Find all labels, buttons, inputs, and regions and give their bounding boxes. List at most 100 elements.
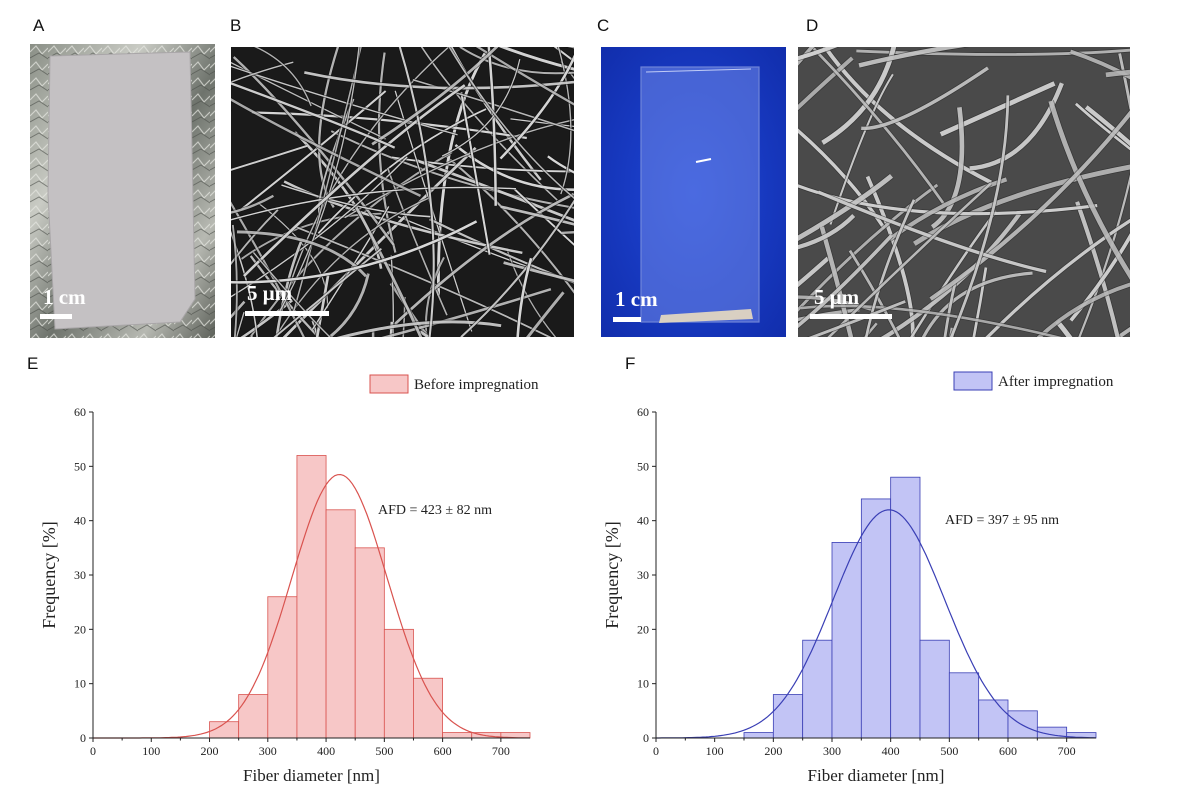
- histogram-bar: [743, 732, 774, 739]
- x-tick-label: 400: [882, 744, 900, 758]
- sem-fiber: [231, 98, 422, 197]
- x-tick-label: 200: [764, 744, 782, 758]
- sem-fiber: [283, 47, 449, 304]
- x-tick-label: 300: [259, 744, 277, 758]
- sem-fiber: [294, 225, 552, 337]
- y-axis-label: Frequency [%]: [39, 521, 59, 628]
- sem-fiber: [1069, 49, 1130, 80]
- sem-fiber: [921, 271, 1033, 337]
- sem-fiber: [318, 98, 355, 216]
- y-tick-label: 50: [74, 459, 86, 473]
- scale-bar-d: [810, 314, 892, 319]
- sem-fiber: [415, 158, 574, 222]
- sem-fiber: [1055, 319, 1073, 337]
- sem-fiber: [798, 47, 815, 66]
- sem-image-before: 5 μm: [231, 47, 574, 337]
- sem-fiber: [448, 47, 574, 199]
- sem-fiber: [371, 47, 499, 146]
- y-tick-label: 0: [80, 731, 86, 745]
- histogram-bar: [296, 455, 327, 739]
- sem-fiber: [459, 47, 574, 75]
- y-axis-label: Frequency [%]: [602, 521, 622, 628]
- sem-fiber: [798, 308, 860, 322]
- sem-fiber: [930, 107, 965, 229]
- y-tick-label: 60: [74, 405, 86, 419]
- scale-label-d: 5 μm: [814, 285, 860, 309]
- sem-fiber: [1048, 100, 1130, 280]
- histogram-bar: [1007, 710, 1038, 739]
- sem-fiber: [499, 54, 574, 160]
- photo-transparent-membrane: 1 cm: [601, 47, 786, 337]
- panel-label-d: D: [806, 16, 819, 35]
- sem-fiber: [506, 248, 557, 337]
- sem-fiber: [798, 173, 894, 242]
- sem-fiber: [231, 144, 308, 171]
- y-tick-label: 30: [637, 568, 649, 582]
- histogram-bar: [919, 639, 950, 739]
- sem-fiber: [498, 47, 574, 71]
- sem-fiber: [460, 92, 491, 255]
- sem-fiber: [516, 257, 533, 337]
- sem-fiber: [381, 288, 552, 337]
- sem-fiber: [253, 47, 312, 107]
- sem-fiber: [281, 184, 431, 218]
- sem-fiber: [526, 291, 565, 337]
- y-tick-label: 20: [74, 622, 86, 636]
- sem-fiber: [939, 81, 1056, 137]
- sem-fiber: [441, 58, 521, 157]
- panel-label-c: C: [597, 16, 610, 35]
- histogram-bar: [978, 699, 1009, 739]
- sem-fiber: [389, 282, 430, 337]
- histogram-bar: [890, 476, 921, 739]
- sem-fiber: [249, 255, 321, 337]
- sem-fiber: [1075, 201, 1120, 337]
- sem-fiber: [819, 226, 854, 337]
- sem-fiber: [252, 251, 331, 337]
- scale-label-a: 1 cm: [43, 285, 86, 309]
- sem-fiber: [327, 273, 370, 337]
- sem-fiber: [388, 192, 574, 331]
- x-tick-label: 600: [434, 744, 452, 758]
- sem-fiber: [1036, 282, 1130, 337]
- sem-fiber: [231, 230, 258, 337]
- sem-fiber: [798, 214, 856, 250]
- x-tick-label: 600: [999, 744, 1017, 758]
- sem-fiber: [1105, 69, 1130, 78]
- sem-fiber: [798, 128, 887, 230]
- x-tick-label: 300: [823, 744, 841, 758]
- sem-fiber: [500, 205, 574, 226]
- sem-fiber: [969, 82, 1064, 171]
- sem-fiber: [821, 47, 897, 145]
- sem-fiber: [231, 61, 294, 83]
- y-tick-label: 60: [637, 405, 649, 419]
- sem-fiber: [231, 61, 386, 140]
- sem-fiber: [317, 108, 487, 234]
- y-tick-label: 0: [643, 731, 649, 745]
- y-tick-label: 30: [74, 568, 86, 582]
- afd-annotation: AFD = 423 ± 82 nm: [378, 503, 492, 518]
- afd-annotation: AFD = 397 ± 95 nm: [945, 513, 1059, 528]
- sem-fiber: [972, 267, 988, 337]
- sem-fiber: [475, 47, 574, 106]
- sem-fiber: [1069, 233, 1130, 322]
- y-tick-label: 20: [637, 622, 649, 636]
- sem-fiber: [429, 218, 574, 284]
- photo-membrane-on-foil: 1 cm: [30, 44, 215, 338]
- sem-fiber: [547, 155, 574, 174]
- panel-label-a: A: [33, 16, 45, 35]
- sem-fiber: [231, 65, 458, 136]
- x-tick-label: 100: [706, 744, 724, 758]
- scale-bar-c: [613, 317, 641, 322]
- sem-fiber: [231, 194, 275, 214]
- legend-label: After impregnation: [998, 374, 1114, 390]
- x-axis-label: Fiber diameter [nm]: [243, 766, 380, 785]
- sem-fiber: [943, 282, 957, 337]
- scale-label-b: 5 μm: [247, 281, 293, 305]
- histogram-bar: [325, 509, 356, 739]
- sem-image-after: 5 μm: [798, 47, 1130, 337]
- x-tick-label: 100: [142, 744, 160, 758]
- x-axis-label: Fiber diameter [nm]: [808, 766, 945, 785]
- sem-fiber: [1084, 105, 1130, 147]
- sem-fiber: [460, 199, 574, 337]
